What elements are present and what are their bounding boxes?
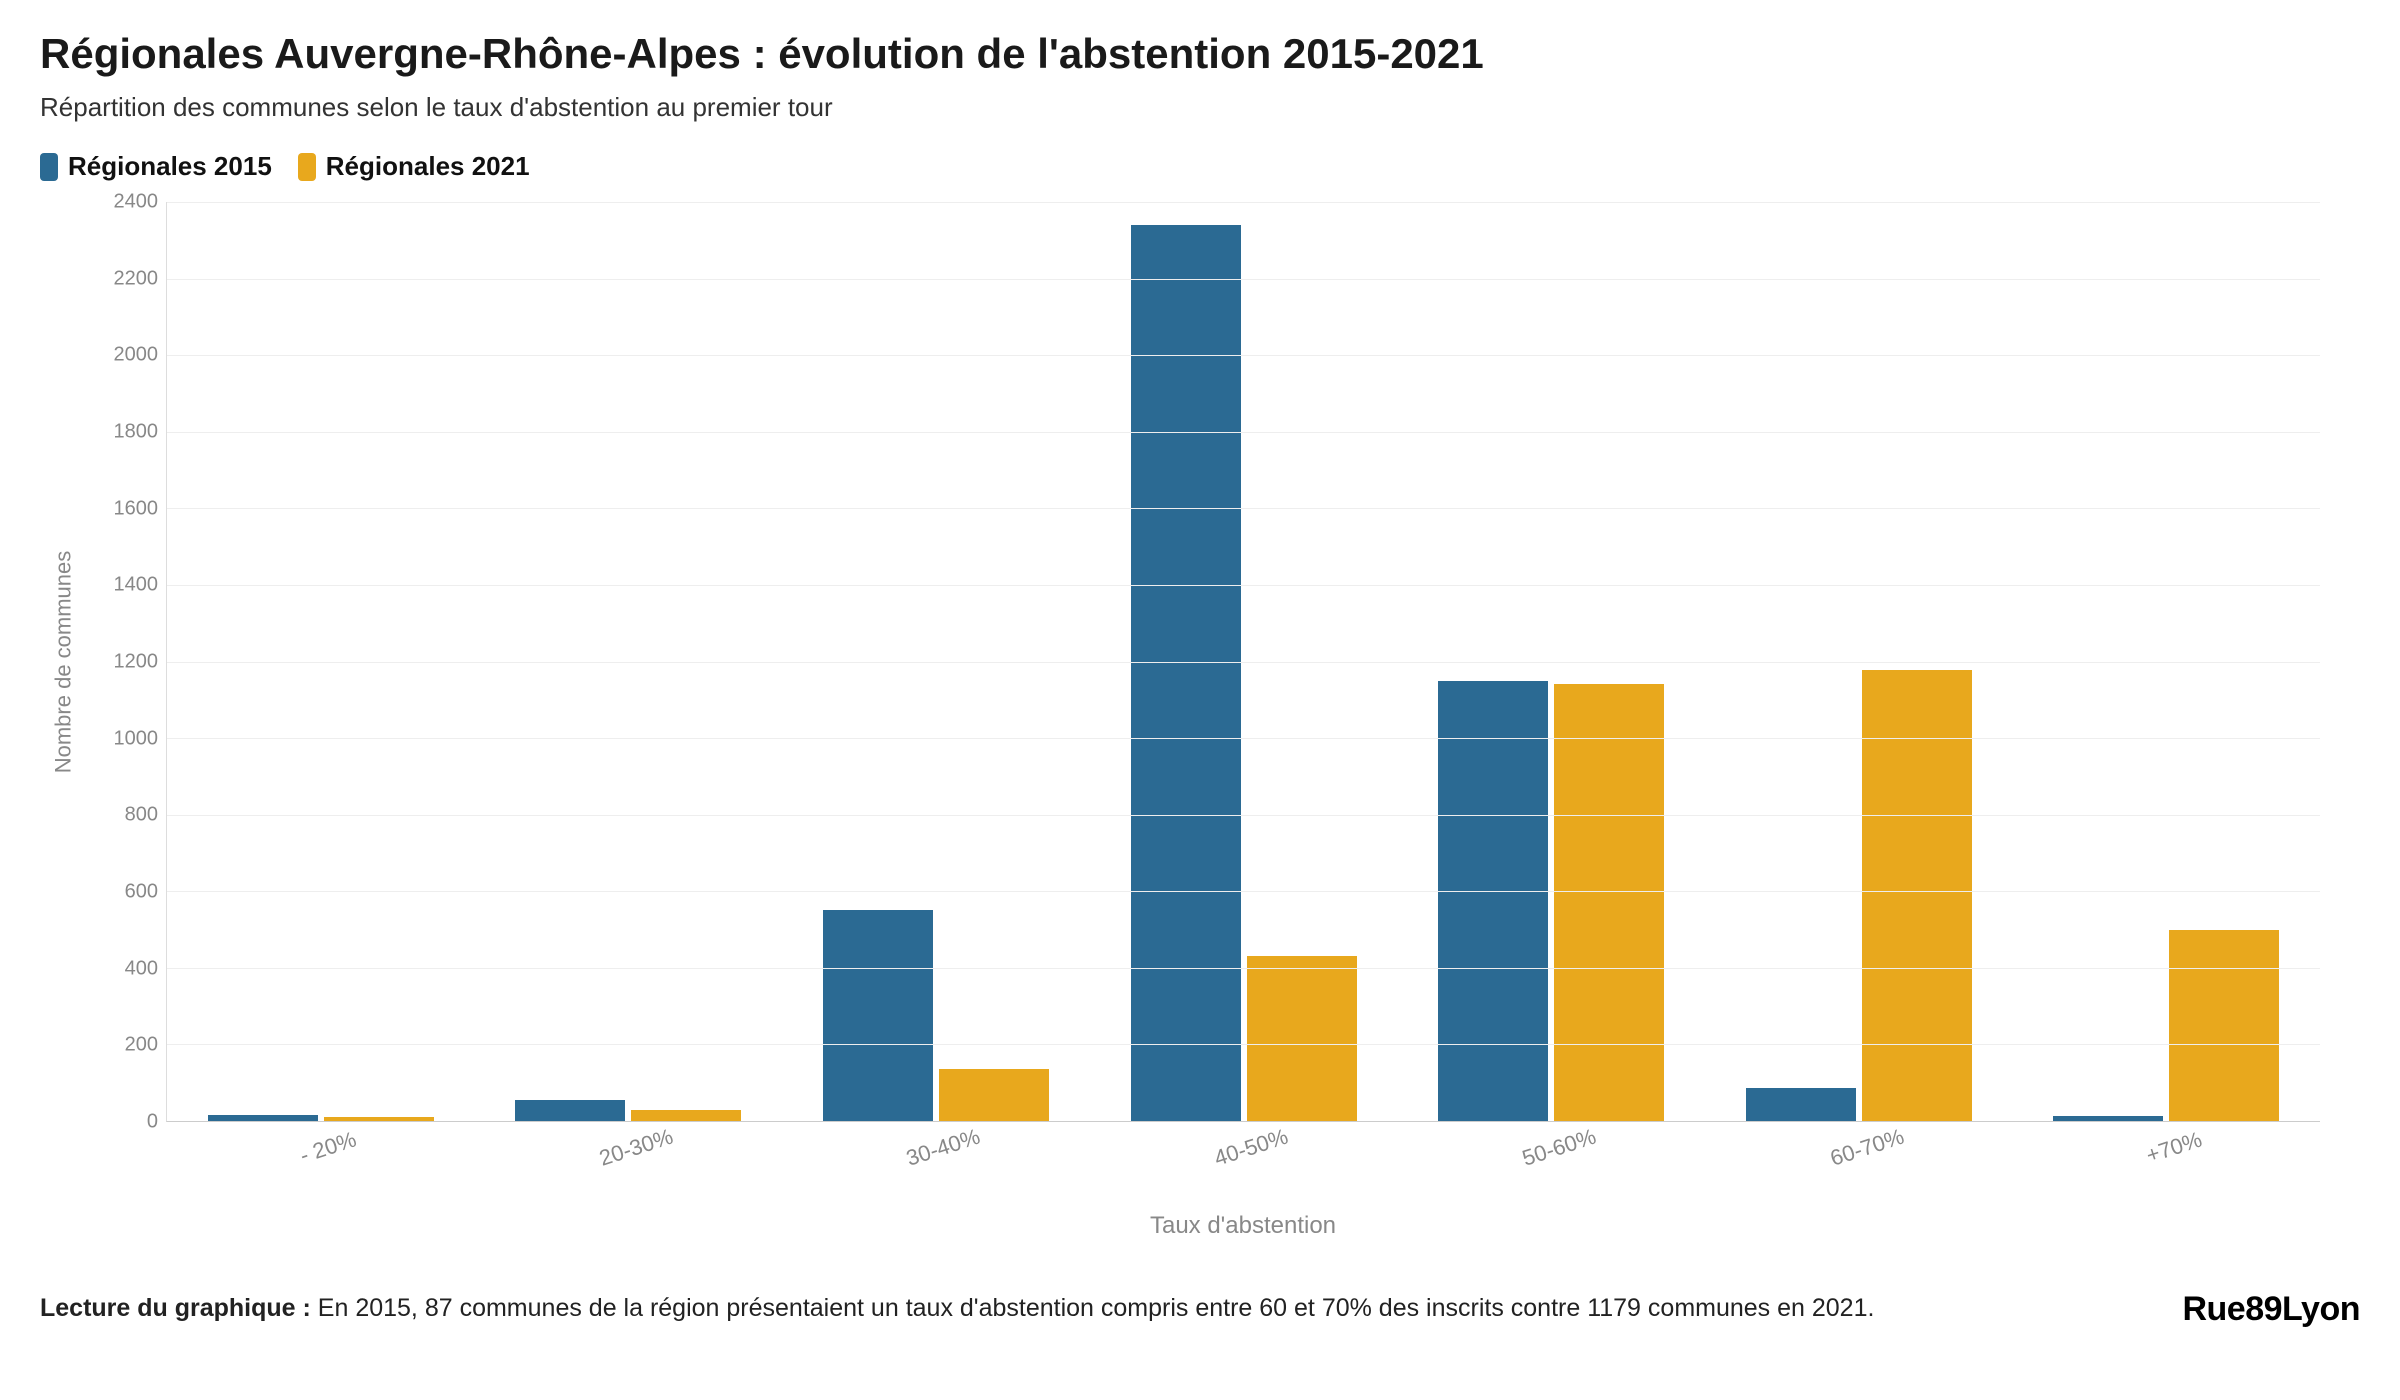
y-tick: 1600 bbox=[114, 497, 159, 520]
plot-area bbox=[166, 202, 2320, 1122]
legend-item-2021: Régionales 2021 bbox=[298, 151, 530, 182]
y-tick: 1800 bbox=[114, 421, 159, 444]
caption-body: En 2015, 87 communes de la région présen… bbox=[318, 1294, 1875, 1322]
footer: Lecture du graphique : En 2015, 87 commu… bbox=[40, 1290, 2360, 1329]
y-tick: 1400 bbox=[114, 574, 159, 597]
y-axis: 0200400600800100012001400160018002000220… bbox=[86, 202, 166, 1122]
y-tick: 600 bbox=[125, 881, 158, 904]
bar-2021 bbox=[1554, 684, 1664, 1121]
y-tick: 1200 bbox=[114, 651, 159, 674]
bar-2015 bbox=[1131, 225, 1241, 1121]
chart-title: Régionales Auvergne-Rhône-Alpes : évolut… bbox=[40, 30, 2360, 78]
legend-item-2015: Régionales 2015 bbox=[40, 151, 272, 182]
caption: Lecture du graphique : En 2015, 87 commu… bbox=[40, 1290, 2142, 1328]
y-tick: 2200 bbox=[114, 267, 159, 290]
legend: Régionales 2015 Régionales 2021 bbox=[40, 151, 2360, 182]
y-tick: 2000 bbox=[114, 344, 159, 367]
y-tick: 2400 bbox=[114, 191, 159, 214]
bar-2015 bbox=[208, 1115, 318, 1121]
chart-subtitle: Répartition des communes selon le taux d… bbox=[40, 92, 2360, 123]
bar-2015 bbox=[2053, 1116, 2163, 1121]
legend-swatch-2021 bbox=[298, 153, 316, 181]
y-tick: 200 bbox=[125, 1034, 158, 1057]
bar-2015 bbox=[1746, 1088, 1856, 1121]
legend-label-2021: Régionales 2021 bbox=[326, 151, 530, 182]
y-tick: 0 bbox=[147, 1111, 158, 1134]
y-tick: 1000 bbox=[114, 727, 159, 750]
legend-swatch-2015 bbox=[40, 153, 58, 181]
bar-2015 bbox=[515, 1100, 625, 1121]
y-tick: 400 bbox=[125, 957, 158, 980]
chart-area: Nombre de communes 020040060080010001200… bbox=[40, 202, 2360, 1122]
brand-logo: Rue89Lyon bbox=[2182, 1290, 2360, 1329]
caption-lead: Lecture du graphique : bbox=[40, 1294, 318, 1322]
legend-label-2015: Régionales 2015 bbox=[68, 151, 272, 182]
y-axis-label: Nombre de communes bbox=[50, 551, 76, 774]
bar-2015 bbox=[823, 910, 933, 1121]
bar-2015 bbox=[1438, 681, 1548, 1121]
y-axis-label-wrap: Nombre de communes bbox=[40, 202, 86, 1122]
y-tick: 800 bbox=[125, 804, 158, 827]
x-axis-ticks: - 20%20-30%30-40%40-50%50-60%60-70%+70% bbox=[166, 1122, 2320, 1162]
x-axis-label: Taux d'abstention bbox=[166, 1212, 2320, 1240]
